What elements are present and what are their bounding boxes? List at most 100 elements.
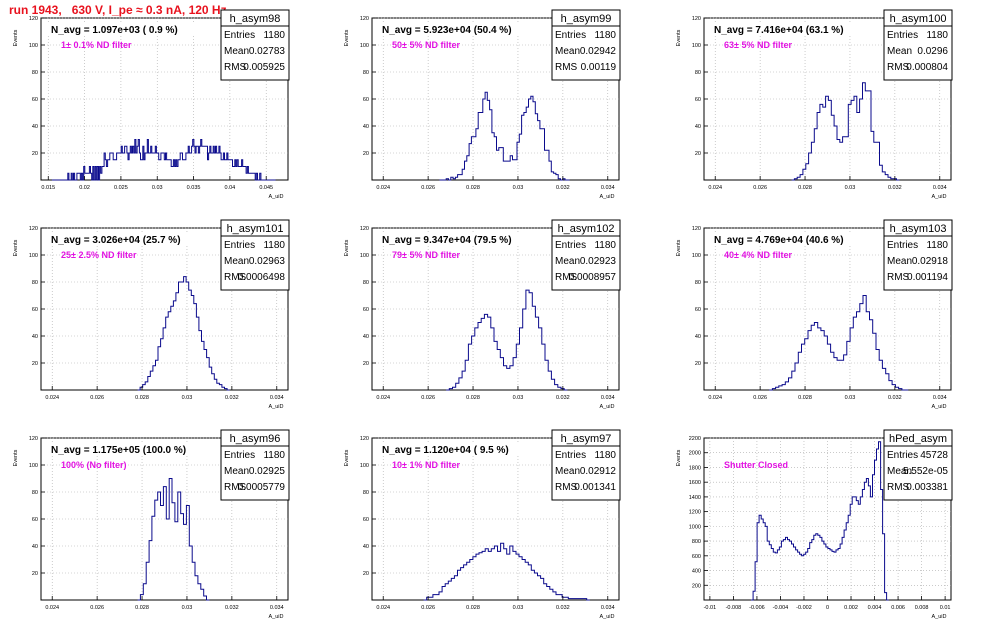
stats-name: h_asym100 — [890, 13, 947, 25]
y-tick-label: 100 — [360, 43, 369, 49]
x-tick-label: 0.024 — [708, 395, 722, 401]
x-tick-label: -0.01 — [704, 605, 717, 611]
y-tick-label: 100 — [360, 463, 369, 469]
stats-box — [220, 429, 290, 501]
stats-label: Mean — [555, 256, 580, 267]
x-tick-label: 0.028 — [798, 395, 812, 401]
x-axis-title: A_uiD — [932, 404, 947, 410]
y-tick-label: 80 — [695, 280, 701, 286]
y-tick-label: 1200 — [689, 510, 701, 516]
stats-label: RMS — [224, 62, 247, 73]
stats-value: 0.0006498 — [238, 272, 286, 283]
y-tick-label: 100 — [29, 463, 38, 469]
y-tick-label: 40 — [695, 334, 701, 340]
stats-label: Mean — [555, 46, 580, 57]
stats-label: RMS — [555, 272, 578, 283]
x-tick-label: 0.034 — [270, 605, 284, 611]
y-tick-label: 60 — [32, 307, 38, 313]
x-tick-label: 0.026 — [421, 185, 435, 191]
histogram-series — [51, 139, 276, 181]
x-tick-label: 0.034 — [601, 395, 615, 401]
stats-label: Entries — [555, 30, 586, 41]
y-tick-label: 80 — [363, 490, 369, 496]
y-tick-label: 100 — [29, 43, 38, 49]
y-tick-label: 40 — [363, 124, 369, 130]
stats-label: Entries — [887, 30, 918, 41]
y-tick-label: 100 — [692, 253, 701, 259]
stats-label: Entries — [887, 450, 918, 461]
y-tick-label: 2000 — [689, 451, 701, 457]
y-tick-label: 80 — [695, 70, 701, 76]
y-tick-label: 60 — [363, 307, 369, 313]
stats-value: 1180 — [594, 240, 616, 251]
y-tick-label: 20 — [363, 571, 369, 577]
histogram-panel-h_asym99: 0.024 0.026 0.028 0.03 0.032 0.034 20 40 60 80 100… — [344, 9, 621, 200]
histogram-title: N_avg = 5.923e+04 (50.4 %) — [382, 25, 512, 36]
stats-box — [551, 9, 621, 81]
histogram-title: N_avg = 4.769e+04 (40.6 %) — [714, 235, 844, 246]
title-background — [708, 22, 863, 36]
x-axis-title: A_uiD — [269, 614, 284, 620]
y-tick-label: 200 — [692, 583, 701, 589]
stats-label: Entries — [224, 450, 255, 461]
y-tick-label: 40 — [32, 544, 38, 550]
x-tick-label: 0.03 — [845, 185, 856, 191]
x-tick-label: -0.006 — [749, 605, 765, 611]
y-tick-label: 120 — [692, 226, 701, 232]
x-axis-title: A_uiD — [269, 194, 284, 200]
x-tick-label: 0.002 — [844, 605, 858, 611]
histogram-panel-h_asym102: 0.024 0.026 0.028 0.03 0.032 0.034 20 40 60 80 100… — [344, 219, 621, 410]
stats-label: Mean — [887, 466, 912, 477]
y-tick-label: 20 — [363, 151, 369, 157]
y-tick-label: 60 — [695, 307, 701, 313]
histogram-title: N_avg = 1.175e+05 (100.0 %) — [51, 445, 186, 456]
stats-value: 45728 — [920, 450, 948, 461]
stats-name: h_asym102 — [558, 223, 615, 235]
x-tick-label: 0.032 — [556, 185, 570, 191]
x-tick-label: 0.028 — [466, 395, 480, 401]
x-axis-title: A_uiD — [932, 194, 947, 200]
x-tick-label: 0.026 — [421, 395, 435, 401]
stats-value: 0.02912 — [580, 466, 617, 477]
x-tick-label: 0.034 — [933, 185, 947, 191]
x-tick-label: 0.032 — [556, 395, 570, 401]
filter-annotation: 63± 5% ND filter — [724, 40, 792, 50]
histogram-panel-h_asym100: 0.024 0.026 0.028 0.03 0.032 0.034 20 40 60 80 100… — [676, 9, 953, 200]
stats-value: 0.02923 — [580, 256, 617, 267]
stats-label: RMS — [224, 272, 247, 283]
stats-label: Entries — [555, 240, 586, 251]
stats-value: 1180 — [263, 450, 285, 461]
y-tick-label: 120 — [360, 16, 369, 22]
x-tick-label: 0.024 — [708, 185, 722, 191]
y-tick-label: 100 — [692, 43, 701, 49]
stats-label: Mean — [224, 466, 249, 477]
y-tick-label: 120 — [29, 436, 38, 442]
x-tick-label: 0.04 — [225, 185, 236, 191]
x-tick-label: 0.008 — [915, 605, 929, 611]
y-axis-title: Events — [676, 449, 682, 466]
x-tick-label: 0.026 — [90, 605, 104, 611]
title-background — [708, 232, 863, 246]
filter-annotation: 1± 0.1% ND filter — [61, 40, 132, 50]
y-tick-label: 120 — [360, 436, 369, 442]
x-tick-label: -0.004 — [773, 605, 789, 611]
stats-value: 0.0005779 — [238, 482, 286, 493]
x-axis-title: A_uiD — [600, 614, 615, 620]
x-tick-label: 0.028 — [798, 185, 812, 191]
x-tick-label: 0.006 — [891, 605, 905, 611]
stats-label: Entries — [887, 240, 918, 251]
y-tick-label: 400 — [692, 569, 701, 575]
stats-label: Mean — [224, 46, 249, 57]
stats-box — [883, 429, 953, 501]
y-tick-label: 40 — [695, 124, 701, 130]
histogram-title: N_avg = 9.347e+04 (79.5 %) — [382, 235, 512, 246]
filter-annotation: 100% (No filter) — [61, 460, 127, 470]
y-tick-label: 80 — [32, 490, 38, 496]
x-tick-label: 0.03 — [513, 185, 524, 191]
x-tick-label: 0 — [826, 605, 829, 611]
filter-annotation: 40± 4% ND filter — [724, 250, 792, 260]
y-axis-title: Events — [344, 29, 350, 46]
stats-box — [220, 9, 290, 81]
histogram-title: N_avg = 3.026e+04 (25.7 %) — [51, 235, 181, 246]
x-tick-label: 0.028 — [135, 605, 149, 611]
